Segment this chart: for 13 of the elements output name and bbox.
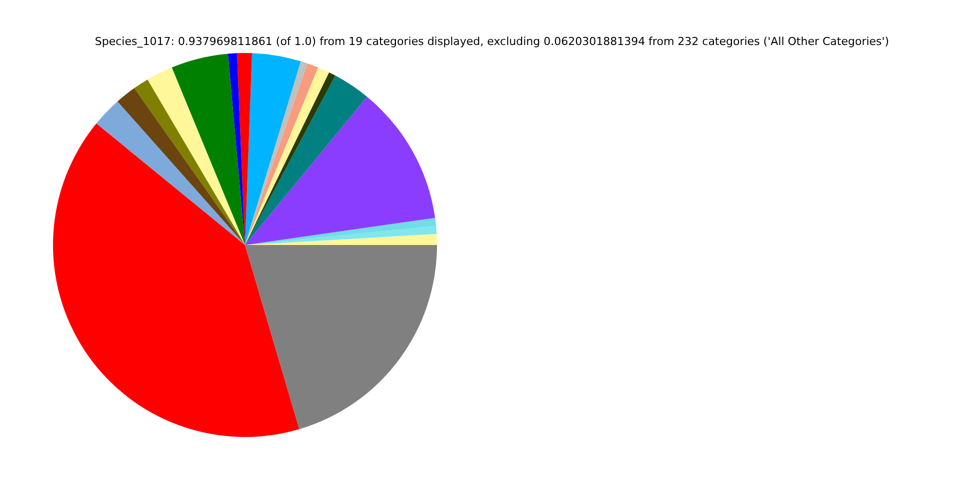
pie-slice <box>245 218 436 245</box>
pie-slice <box>53 124 300 437</box>
text: Species_1017: 0.937969811861 (of 1.0) from 19 categories displayed, excluding 0.0620301881394 from 232 categories ('All Other Categories') <box>94 35 890 48</box>
pie-slice <box>148 68 245 245</box>
pie-slice <box>172 54 245 245</box>
pie-slice <box>96 102 245 245</box>
pie-slice <box>245 96 436 245</box>
pie-slice <box>245 245 437 430</box>
pie-slice <box>228 53 245 245</box>
pie-slice <box>245 76 368 245</box>
pie-slice <box>117 88 245 245</box>
pie-slice <box>134 80 245 245</box>
pie-slice <box>245 226 437 245</box>
